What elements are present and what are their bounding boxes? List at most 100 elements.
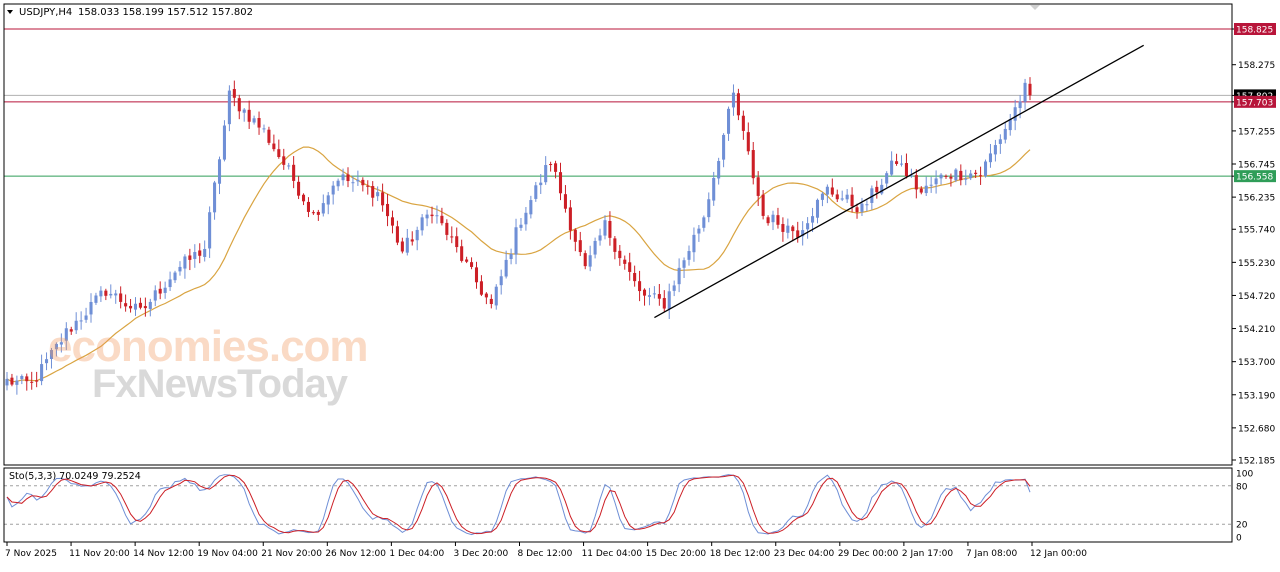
candle[interactable] <box>430 206 434 224</box>
candle[interactable] <box>568 200 572 240</box>
candle[interactable] <box>15 375 19 395</box>
candle[interactable] <box>499 269 503 295</box>
candle[interactable] <box>919 186 923 195</box>
candle[interactable] <box>277 139 281 159</box>
candle[interactable] <box>880 178 884 196</box>
candle[interactable] <box>588 245 592 272</box>
candle[interactable] <box>79 311 83 330</box>
candle[interactable] <box>361 177 365 192</box>
candle[interactable] <box>563 185 567 213</box>
candle[interactable] <box>657 283 661 306</box>
candles[interactable] <box>5 77 1032 395</box>
candle[interactable] <box>731 84 736 116</box>
candle[interactable] <box>30 371 34 390</box>
candle[interactable] <box>470 257 474 270</box>
candle[interactable] <box>168 271 172 291</box>
candle[interactable] <box>514 218 518 265</box>
candle[interactable] <box>717 157 721 185</box>
candle[interactable] <box>301 193 306 206</box>
candle[interactable] <box>227 85 231 132</box>
candle[interactable] <box>395 220 399 246</box>
candle[interactable] <box>791 225 795 242</box>
candle[interactable] <box>672 280 676 297</box>
candle[interactable] <box>929 176 933 193</box>
candle[interactable] <box>153 285 157 307</box>
candle[interactable] <box>771 210 775 231</box>
candle[interactable] <box>331 181 335 205</box>
candle[interactable] <box>979 166 983 185</box>
candle[interactable] <box>593 237 597 259</box>
candle[interactable] <box>188 248 192 271</box>
candle[interactable] <box>796 221 800 243</box>
candle[interactable] <box>667 283 671 320</box>
candle[interactable] <box>633 265 637 287</box>
candle[interactable] <box>806 217 810 239</box>
candle[interactable] <box>583 250 587 270</box>
trendline-layer[interactable] <box>654 44 1144 319</box>
candle[interactable] <box>895 153 899 166</box>
candle[interactable] <box>618 244 622 266</box>
candle[interactable] <box>741 110 745 140</box>
candle[interactable] <box>193 244 197 268</box>
candle[interactable] <box>1028 77 1032 101</box>
candle[interactable] <box>722 133 726 168</box>
candle[interactable] <box>346 167 350 188</box>
candle[interactable] <box>89 293 93 323</box>
candle[interactable] <box>425 209 429 227</box>
candle[interactable] <box>647 287 651 306</box>
candle[interactable] <box>49 347 54 369</box>
candle[interactable] <box>573 228 577 252</box>
candle[interactable] <box>84 307 88 323</box>
candle[interactable] <box>875 180 879 199</box>
candle[interactable] <box>707 192 711 223</box>
candle[interactable] <box>781 217 785 242</box>
horizontal-levels[interactable] <box>4 28 1232 177</box>
candle[interactable] <box>297 176 301 200</box>
candle[interactable] <box>272 134 276 152</box>
candle[interactable] <box>1008 113 1012 136</box>
candle[interactable] <box>613 236 617 260</box>
candle[interactable] <box>786 218 790 239</box>
candle[interactable] <box>114 289 118 304</box>
candle[interactable] <box>460 239 464 263</box>
candle[interactable] <box>311 210 315 215</box>
candle[interactable] <box>306 197 310 218</box>
candle[interactable] <box>558 162 563 201</box>
candle[interactable] <box>183 254 187 279</box>
candle[interactable] <box>316 209 320 221</box>
candle[interactable] <box>474 261 479 289</box>
candle[interactable] <box>45 352 49 371</box>
candle[interactable] <box>751 141 755 185</box>
candle[interactable] <box>697 225 701 242</box>
candle[interactable] <box>761 189 765 220</box>
candle[interactable] <box>25 373 29 391</box>
candle[interactable] <box>222 120 226 162</box>
candle[interactable] <box>865 200 869 212</box>
candle[interactable] <box>163 281 167 299</box>
candle[interactable] <box>835 189 839 203</box>
candle[interactable] <box>10 373 14 387</box>
candle[interactable] <box>435 205 439 224</box>
candle[interactable] <box>766 215 770 226</box>
candle[interactable] <box>479 275 483 297</box>
candle[interactable] <box>998 134 1002 154</box>
candle[interactable] <box>811 207 815 232</box>
candle[interactable] <box>870 185 874 210</box>
candle[interactable] <box>712 171 716 206</box>
candle[interactable] <box>746 122 750 155</box>
candle[interactable] <box>1023 78 1027 110</box>
candle[interactable] <box>247 100 251 129</box>
candle[interactable] <box>504 250 508 279</box>
candle[interactable] <box>371 181 375 207</box>
candle[interactable] <box>964 169 968 186</box>
candle[interactable] <box>232 80 236 107</box>
candle[interactable] <box>386 193 390 227</box>
candle[interactable] <box>40 354 44 386</box>
ascending-trendline[interactable] <box>654 44 1144 319</box>
candle[interactable] <box>825 184 829 204</box>
candle[interactable] <box>242 108 246 122</box>
candle[interactable] <box>598 228 602 246</box>
candle[interactable] <box>554 160 558 179</box>
candle[interactable] <box>287 162 291 170</box>
